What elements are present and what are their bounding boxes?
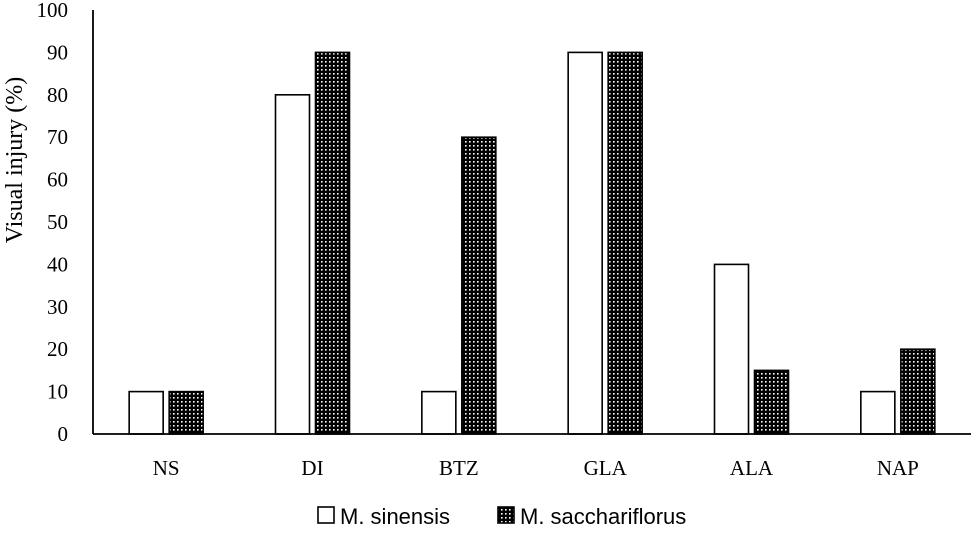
y-axis-ticks: 0 10 20 30 40 50 60 70 80 90 100 xyxy=(37,0,69,446)
bar-ala-m-sacchariflorus xyxy=(753,369,790,435)
x-tick-label: DI xyxy=(301,456,323,480)
bar-series xyxy=(128,51,936,435)
x-tick-label: NS xyxy=(153,456,180,480)
legend-swatch xyxy=(317,506,335,524)
y-tick-label: 0 xyxy=(58,422,69,446)
bar-ns-m-sinensis xyxy=(128,390,164,435)
bar-nap-m-sinensis xyxy=(860,390,896,435)
x-tick-label: BTZ xyxy=(439,456,479,480)
bar-ns-m-sacchariflorus xyxy=(168,390,204,435)
bar-gla-m-sinensis xyxy=(567,51,603,435)
y-tick-label: 90 xyxy=(47,40,68,64)
y-axis-title: Visual injury (%) xyxy=(2,77,28,244)
x-tick-label: GLA xyxy=(584,456,628,480)
x-axis-ticks: NS DI BTZ GLA ALA NAP xyxy=(153,456,919,480)
y-tick-label: 80 xyxy=(47,83,68,107)
legend-label: M. sacchariflorus xyxy=(520,504,686,529)
legend-label: M. sinensis xyxy=(340,504,450,529)
y-tick-label: 30 xyxy=(47,295,68,319)
legend-swatch xyxy=(497,506,515,524)
y-tick-label: 60 xyxy=(47,168,68,192)
x-tick-label: ALA xyxy=(730,456,774,480)
bar-gla-m-sacchariflorus xyxy=(607,51,643,435)
y-tick-label: 10 xyxy=(47,380,68,404)
y-tick-label: 40 xyxy=(47,252,68,276)
bar-nap-m-sacchariflorus xyxy=(900,348,936,435)
y-tick-label: 100 xyxy=(37,0,69,22)
bar-btz-m-sacchariflorus xyxy=(461,136,497,435)
y-tick-label: 70 xyxy=(47,125,68,149)
y-tick-label: 50 xyxy=(47,210,68,234)
y-tick-label: 20 xyxy=(47,337,68,361)
bar-btz-m-sinensis xyxy=(421,390,457,435)
bar-di-m-sacchariflorus xyxy=(314,51,351,435)
bar-di-m-sinensis xyxy=(274,94,311,435)
legend: M. sinensis M. sacchariflorus xyxy=(317,504,686,529)
bar-ala-m-sinensis xyxy=(713,263,750,435)
x-tick-label: NAP xyxy=(877,456,919,480)
